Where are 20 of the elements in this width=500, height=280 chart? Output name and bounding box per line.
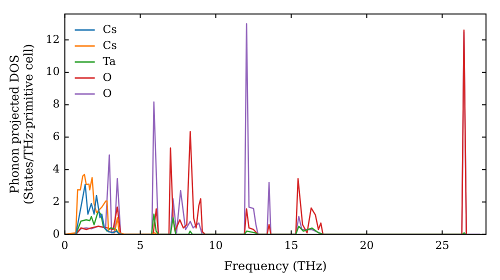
x-tick-label: 5 xyxy=(136,238,144,252)
y-tick-label: 10 xyxy=(46,65,60,78)
y-tick-label: 12 xyxy=(46,32,60,46)
legend-label: Ta xyxy=(102,54,116,68)
legend-label: O xyxy=(102,86,112,100)
x-tick-label: 25 xyxy=(435,238,450,252)
y-tick-label: 0 xyxy=(52,227,60,240)
y-axis-title: Phonon projected DOS (States/THz·primitive cell) xyxy=(7,44,36,205)
x-tick-label: 10 xyxy=(208,238,223,252)
x-tick-label: 0 xyxy=(61,238,68,252)
x-tick-label: 15 xyxy=(284,238,298,252)
y-tick-label: 8 xyxy=(52,98,60,111)
x-axis-title: Frequency (THz) xyxy=(224,258,327,273)
legend-label: Cs xyxy=(102,38,118,52)
y-tick-label: 2 xyxy=(52,194,60,208)
y-tick-label: 4 xyxy=(52,162,60,176)
legend-label: Cs xyxy=(102,22,118,36)
y-tick-label: 6 xyxy=(52,130,60,144)
x-tick-label: 20 xyxy=(360,238,374,252)
legend-label: O xyxy=(102,70,112,84)
